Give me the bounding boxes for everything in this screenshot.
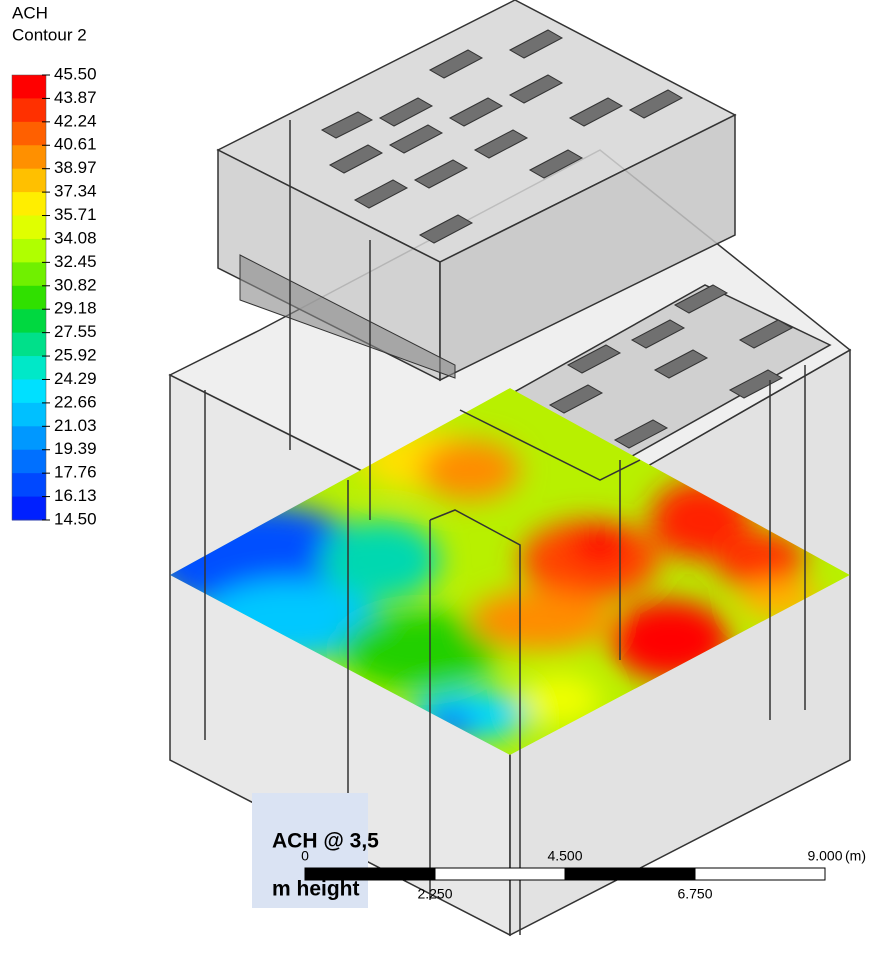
colorbar-band	[12, 333, 46, 357]
legend-label: 19.39	[54, 439, 97, 458]
legend-label: 43.87	[54, 88, 97, 107]
colorbar-band	[12, 145, 46, 169]
colorbar-band	[12, 122, 46, 146]
scale-unit: (m)	[845, 848, 866, 864]
scale-label: 0	[301, 848, 309, 864]
colorbar-band	[12, 356, 46, 380]
scale-label: 9.000	[807, 848, 842, 864]
colorbar-band	[12, 98, 46, 122]
colorbar-band	[12, 403, 46, 427]
colorbar-band	[12, 75, 46, 99]
colorbar-band	[12, 450, 46, 474]
colorbar-band	[12, 426, 46, 450]
scale-label: 2.250	[417, 886, 452, 902]
legend-label: 27.55	[54, 322, 97, 341]
legend-label: 34.08	[54, 228, 97, 247]
legend-label: 42.24	[54, 111, 97, 130]
annotation-line: m height	[272, 878, 360, 901]
legend-label: 37.34	[54, 182, 97, 201]
colorbar	[12, 75, 46, 521]
colorbar-band	[12, 192, 46, 216]
legend-label: 40.61	[54, 135, 97, 154]
legend-labels: 45.50 43.87 42.24 40.61 38.97 37.34 35.71 34.08…	[42, 64, 97, 528]
colorbar-band	[12, 497, 46, 521]
scale-label: 4.500	[547, 848, 582, 864]
page: ACH Contour 2 45.50 43.87 42.24 40.61 38.97 3…	[0, 0, 873, 966]
colorbar-band	[12, 262, 46, 286]
legend-label: 22.66	[54, 392, 97, 411]
legend-title: ACH	[12, 3, 48, 22]
legend-label: 38.97	[54, 158, 97, 177]
legend-label: 16.13	[54, 486, 97, 505]
legend-label: 21.03	[54, 416, 97, 435]
colorbar-band	[12, 309, 46, 333]
colorbar-band	[12, 216, 46, 240]
legend-label: 45.50	[54, 64, 97, 83]
colorbar-band	[12, 169, 46, 193]
colorbar-band	[12, 473, 46, 497]
scale-label: 6.750	[677, 886, 712, 902]
colorbar-band	[12, 286, 46, 310]
legend-label: 32.45	[54, 252, 97, 271]
colorbar-band	[12, 239, 46, 263]
legend: ACH Contour 2 45.50 43.87 42.24 40.61 38.97 3…	[12, 3, 97, 528]
legend-label: 25.92	[54, 346, 97, 365]
legend-subtitle: Contour 2	[12, 25, 87, 44]
legend-label: 17.76	[54, 463, 97, 482]
legend-label: 35.71	[54, 205, 97, 224]
legend-label: 29.18	[54, 299, 97, 318]
legend-label: 14.50	[54, 509, 97, 528]
annotation-line: ACH @ 3,5	[272, 830, 379, 853]
legend-label: 30.82	[54, 275, 97, 294]
legend-label: 24.29	[54, 369, 97, 388]
colorbar-band	[12, 379, 46, 403]
